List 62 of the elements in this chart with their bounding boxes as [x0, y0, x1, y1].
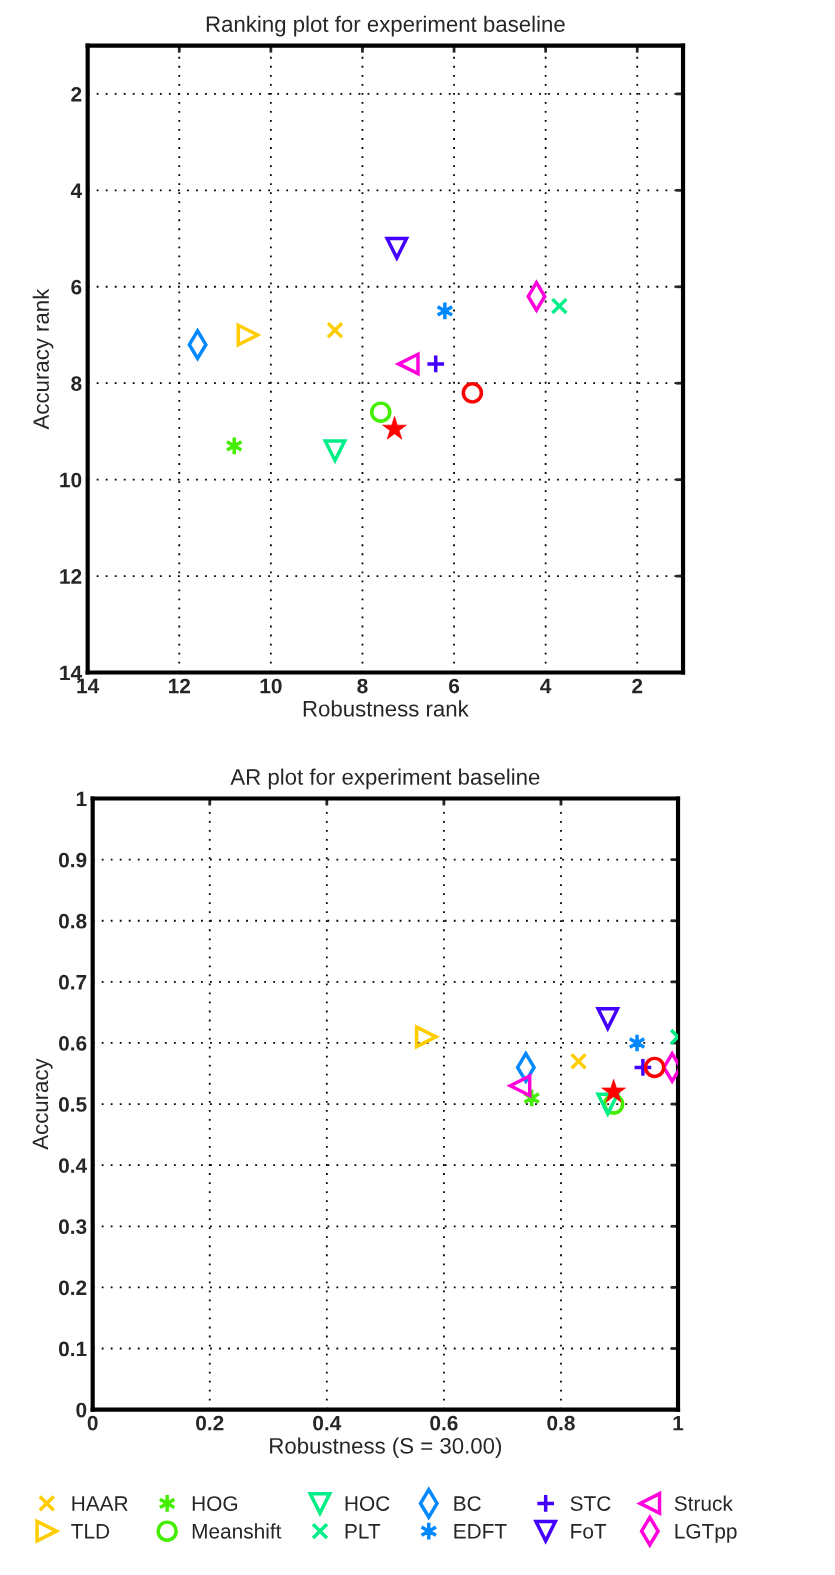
x-tick-label: 0: [87, 1415, 98, 1431]
point: [326, 321, 344, 339]
x-tick-label: 4: [540, 678, 552, 694]
x-axis-title: Robustness (S = 30.00): [270, 1437, 502, 1459]
chart-title: Ranking plot for experiment baseline: [206, 15, 565, 37]
point: [461, 382, 484, 404]
y-axis-title: Accuracy rank: [32, 288, 54, 430]
point: [596, 1092, 620, 1116]
legend-label: LGTpp: [675, 1523, 737, 1543]
y-tick-label: 0.6: [58, 1035, 87, 1051]
point: [550, 297, 569, 315]
x-tick-label: 1: [673, 1415, 684, 1431]
y-tick-label: 4: [70, 183, 83, 198]
point: [394, 351, 420, 377]
y-tick-label: 0.4: [58, 1158, 88, 1173]
point: [385, 236, 409, 260]
legend-label: BC: [454, 1496, 481, 1511]
y-tick-label: 0.9: [58, 852, 87, 868]
point: [414, 1025, 438, 1049]
legend-label: HOC: [345, 1496, 390, 1511]
legend-label: STC: [570, 1496, 611, 1511]
legend-label: EDFT: [454, 1524, 507, 1539]
y-tick-label: 0.7: [58, 974, 87, 990]
y-tick-label: 8: [71, 376, 82, 391]
legend-label: PLT: [345, 1524, 381, 1539]
x-tick-label: 10: [260, 678, 282, 694]
y-tick-label: 0.1: [58, 1341, 87, 1357]
x-tick-label: 0.8: [547, 1415, 575, 1431]
legend-label: TLD: [71, 1524, 110, 1539]
legend-label: FoT: [571, 1524, 607, 1539]
y-tick-label: 0.3: [58, 1219, 87, 1235]
y-tick-label: 0.5: [58, 1097, 87, 1112]
y-tick-label: 0.2: [58, 1280, 87, 1296]
point: [322, 439, 348, 465]
y-tick-label: 0: [76, 1402, 87, 1418]
legend-label: Meanshift: [192, 1523, 282, 1539]
x-tick-label: 0.2: [196, 1415, 224, 1431]
y-axis-title: Accuracy: [32, 1058, 53, 1150]
legend-label: Struck: [674, 1495, 733, 1511]
legend-label: HAAR: [72, 1496, 128, 1511]
point: [596, 1007, 620, 1030]
x-tick-label: 8: [357, 678, 368, 694]
x-tick-label: 6: [449, 678, 460, 694]
point: [506, 1073, 532, 1099]
x-tick-label: 12: [168, 678, 191, 694]
point: [569, 1052, 588, 1070]
y-tick-label: 1: [76, 791, 87, 807]
x-tick-label: 0.6: [430, 1415, 458, 1431]
y-tick-label: 2: [71, 86, 82, 102]
x-tick-label: 0.4: [313, 1415, 342, 1431]
x-tick-label: 2: [632, 678, 643, 694]
point: [425, 353, 446, 374]
y-tick-label: 6: [71, 279, 82, 295]
point: [236, 322, 262, 348]
y-tick-label: 12: [60, 569, 82, 584]
y-tick-label: 10: [60, 472, 82, 488]
x-axis-title: Robustness rank: [303, 700, 469, 717]
point: [370, 401, 392, 423]
chart-title: AR plot for experiment baseline: [230, 768, 540, 790]
y-tick-label: 0.8: [58, 913, 87, 929]
legend-label: HOG: [192, 1496, 238, 1511]
point: [643, 1056, 666, 1079]
